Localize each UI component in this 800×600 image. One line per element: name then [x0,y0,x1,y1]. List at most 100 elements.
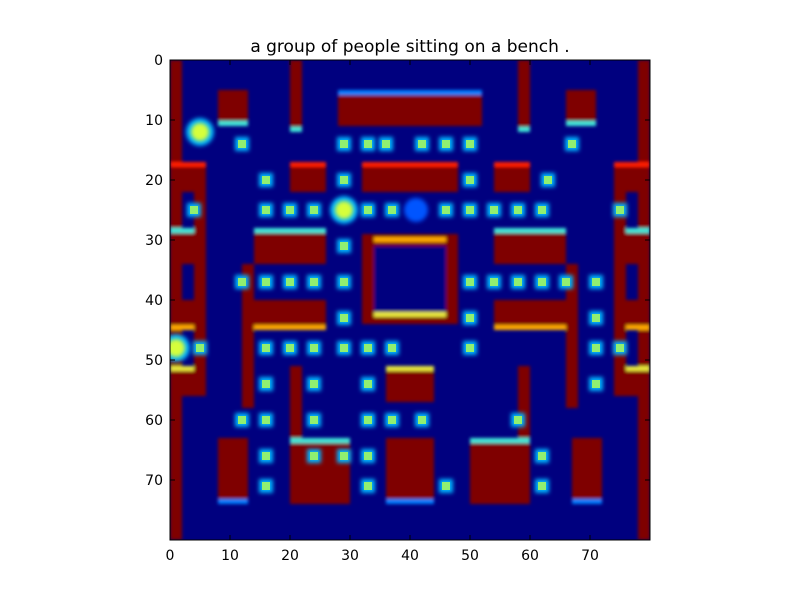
x-tick-label: 10 [221,548,239,564]
pellet [259,413,273,427]
pellet-dot [190,206,198,214]
ghost-house-edge [374,312,446,317]
pellet [487,203,501,217]
pellet [361,137,375,151]
pellet-dot [616,206,624,214]
maze-wall-block [386,366,434,402]
pellet [559,275,573,289]
pellet-dot [514,278,522,286]
pellet-dot [538,482,546,490]
pellet [259,203,273,217]
pellet [337,137,351,151]
maze-wall-block [290,438,350,504]
maze-wall-block [518,60,530,132]
pellet [259,479,273,493]
x-tick-label: 0 [166,548,175,564]
pellet [235,413,249,427]
maze-wall-block [290,60,302,132]
pellet [307,449,321,463]
maze-wall-block [470,438,530,504]
pellet [361,413,375,427]
x-tick-label: 70 [581,548,599,564]
pellet-dot [262,278,270,286]
pellet [463,173,477,187]
pellet-dot [490,278,498,286]
pellet [235,275,249,289]
pellet-dot [388,206,396,214]
pellet [463,341,477,355]
pellet [415,413,429,427]
pellet [361,203,375,217]
pellet [283,341,297,355]
pellet [439,203,453,217]
pellet-dot [238,140,246,148]
pellet [511,203,525,217]
pellet [259,377,273,391]
pellet [259,449,273,463]
pellet-dot [466,278,474,286]
pellet-dot [514,416,522,424]
maze-wall-edge [614,162,650,167]
pellet-dot [340,176,348,184]
pellet [361,449,375,463]
pellet-dot [310,206,318,214]
maze-wall-edge [614,228,650,233]
pellet-dot [466,314,474,322]
pellet-dot [310,452,318,460]
pellet-dot [364,140,372,148]
pellet-dot [262,452,270,460]
pellet-dot [238,416,246,424]
x-tick-label: 60 [521,548,539,564]
maze-wall-edge [170,366,206,371]
pellet [565,137,579,151]
pellet-dot [592,278,600,286]
pellet-dot [364,416,372,424]
maze-wall-block [218,438,248,504]
pellet-dot [196,344,204,352]
maze-wall-block [572,438,602,504]
maze-wall-edge [518,127,530,132]
pellet-dot [310,344,318,352]
maze-wall-block [518,366,530,438]
maze-wall-edge [170,228,206,233]
pellet [361,341,375,355]
pellet-dot [388,416,396,424]
pellet-dot [442,482,450,490]
maze-wall-edge [614,325,650,330]
pacman-sprite [170,339,185,357]
pellet-dot [340,278,348,286]
pellet-dot [364,482,372,490]
pellet [283,275,297,289]
pellet [337,311,351,325]
pellet-dot [310,278,318,286]
pellet [613,203,627,217]
maze-wall-edge [290,127,302,132]
maze-walls [170,60,650,540]
y-axis-ticks: 0 10 20 30 40 50 60 70 [145,53,650,489]
x-tick-label: 50 [461,548,479,564]
pellet [613,341,627,355]
ghost-sprite [404,198,428,222]
pellet [337,449,351,463]
pellet [589,377,603,391]
maze-wall-block [194,192,206,372]
maze-wall-block [386,438,434,504]
maze-wall-block [338,90,482,126]
pellet-dot [364,452,372,460]
x-tick-label: 20 [281,548,299,564]
pellet-dot [382,140,390,148]
pellet-dot [340,242,348,250]
pacman-sprite [335,201,353,219]
pellet [307,341,321,355]
pellet-dot [562,278,570,286]
pellet-dot [592,344,600,352]
pellet-dot [442,206,450,214]
pellet [439,137,453,151]
maze-wall-edge [494,162,530,167]
pellet-dot [340,452,348,460]
pellet [487,275,501,289]
maze-wall-block [254,228,326,264]
pellet [385,203,399,217]
y-tick-label: 0 [154,53,163,69]
